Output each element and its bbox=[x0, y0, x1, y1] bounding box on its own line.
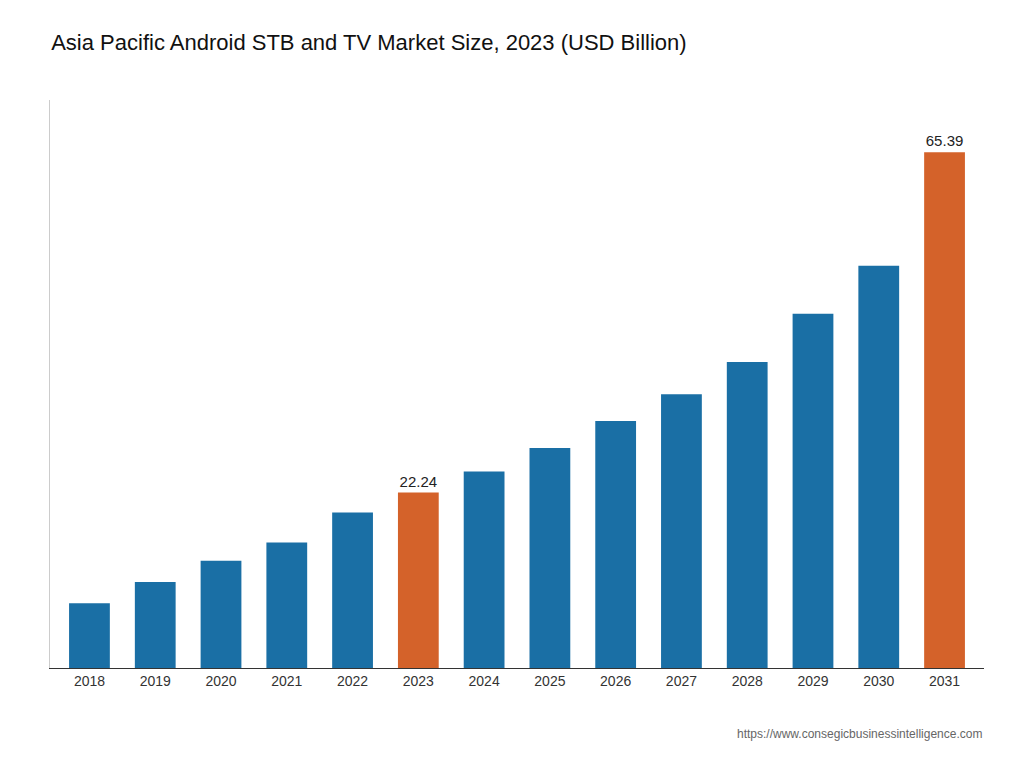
svg-text:2022: 2022 bbox=[337, 673, 368, 689]
svg-text:2024: 2024 bbox=[469, 673, 500, 689]
svg-text:2027: 2027 bbox=[666, 673, 697, 689]
svg-text:2021: 2021 bbox=[271, 673, 302, 689]
svg-text:Asia Pacific Android STB and T: Asia Pacific Android STB and TV Market S… bbox=[51, 30, 686, 55]
svg-text:2025: 2025 bbox=[534, 673, 565, 689]
svg-text:2023: 2023 bbox=[403, 673, 434, 689]
svg-text:2020: 2020 bbox=[205, 673, 236, 689]
svg-text:2019: 2019 bbox=[140, 673, 171, 689]
svg-text:2028: 2028 bbox=[732, 673, 763, 689]
svg-text:2029: 2029 bbox=[797, 673, 828, 689]
svg-text:2031: 2031 bbox=[929, 673, 960, 689]
svg-text:22.24: 22.24 bbox=[400, 473, 438, 490]
svg-text:65.39: 65.39 bbox=[926, 132, 964, 149]
svg-text:2026: 2026 bbox=[600, 673, 631, 689]
svg-text:2018: 2018 bbox=[74, 673, 105, 689]
svg-text:https://www.consegicbusinessin: https://www.consegicbusinessintelligence… bbox=[737, 727, 982, 741]
svg-text:2030: 2030 bbox=[863, 673, 894, 689]
